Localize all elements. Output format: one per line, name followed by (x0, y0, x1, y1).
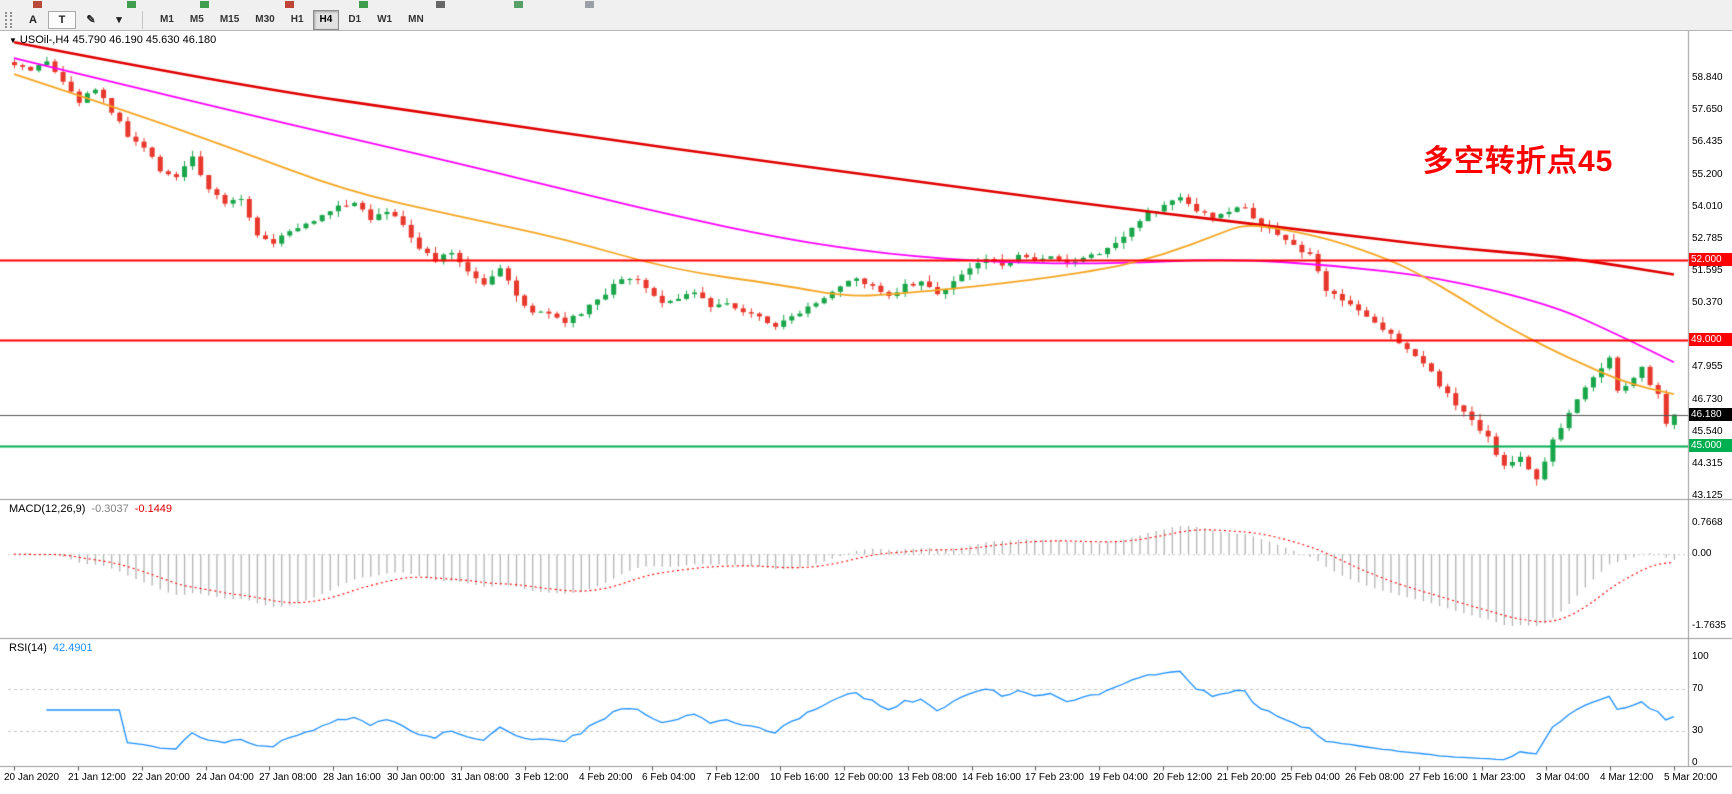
toolbar-icon-fragment (514, 1, 523, 8)
chart-title-text: USOil-,H4 45.790 46.190 45.630 46.180 (19, 34, 217, 46)
toolbar-icon-fragment (585, 1, 594, 8)
toolbar-icon-fragments (0, 0, 1732, 9)
price-tick: 50.370 (1692, 297, 1723, 308)
time-label: 27 Feb 16:00 (1409, 772, 1468, 783)
time-label: 22 Jan 20:00 (132, 772, 190, 783)
macd-name: MACD(12,26,9) (9, 503, 86, 515)
price-tick: 55.200 (1692, 169, 1723, 180)
time-label: 21 Feb 20:00 (1217, 772, 1276, 783)
timeframe-button-m30[interactable]: M30 (255, 13, 275, 25)
chart-text-annotation[interactable]: 多空转折点45 (1423, 145, 1614, 178)
time-label: 12 Feb 00:00 (834, 772, 893, 783)
time-label: 26 Feb 08:00 (1345, 772, 1404, 783)
price-tick: 47.955 (1692, 361, 1723, 372)
timeframe-button-h4[interactable]: H4 (312, 9, 340, 30)
timeframe-button-d1[interactable]: D1 (348, 13, 362, 25)
toolbar: A T ✎ ▾ M1 M5 M15 M30 H1 H4 D1 W1 MN (0, 0, 1732, 31)
toolbar-drag-handle-icon[interactable] (5, 11, 12, 28)
rsi-tick: 0 (1692, 757, 1698, 768)
toolbar-row: A T ✎ ▾ M1 M5 M15 M30 H1 H4 D1 W1 MN (0, 9, 432, 30)
time-label: 19 Feb 04:00 (1089, 772, 1148, 783)
time-label: 5 Mar 20:00 (1664, 772, 1718, 783)
toolbar-icon-fragment (285, 1, 294, 8)
time-label: 14 Feb 16:00 (962, 772, 1021, 783)
time-label: 10 Feb 16:00 (770, 772, 829, 783)
rsi-value: 42.4901 (52, 642, 93, 654)
time-label: 25 Feb 04:00 (1281, 772, 1340, 783)
draw-tool-icon[interactable]: ✎ (86, 13, 96, 26)
rsi-panel-label: RSI(14) 42.4901 (9, 642, 99, 654)
price-badge-49.000: 49.000 (1689, 333, 1732, 346)
time-label: 6 Feb 04:00 (642, 772, 696, 783)
price-tick: 44.315 (1692, 458, 1723, 469)
time-label: 17 Feb 23:00 (1025, 772, 1084, 783)
timeframe-button-m15[interactable]: M15 (219, 13, 240, 25)
toolbar-icon-fragment (33, 1, 42, 8)
drawing-tools: A T ✎ ▾ (19, 10, 133, 29)
toolbar-separator (142, 10, 143, 29)
toolbar-icon-fragment (200, 1, 209, 8)
price-tick: 51.595 (1692, 265, 1723, 276)
rsi-tick: 70 (1692, 683, 1704, 694)
time-label: 4 Mar 12:00 (1600, 772, 1654, 783)
time-label: 24 Jan 04:00 (196, 772, 254, 783)
price-badge-46.180: 46.180 (1689, 408, 1732, 421)
time-label: 31 Jan 08:00 (451, 772, 509, 783)
time-label: 20 Jan 2020 (4, 772, 60, 783)
toolbar-icon-fragment (127, 1, 136, 8)
price-tick: 46.730 (1692, 394, 1723, 405)
time-label: 4 Feb 20:00 (579, 772, 633, 783)
time-label: 13 Feb 08:00 (898, 772, 957, 783)
toolbar-icon-fragment (436, 1, 445, 8)
time-label: 21 Jan 12:00 (68, 772, 126, 783)
rsi-tick: 30 (1692, 725, 1704, 736)
price-tick: 56.435 (1692, 136, 1723, 147)
price-tick: 52.785 (1692, 233, 1723, 244)
time-label: 20 Feb 12:00 (1153, 772, 1212, 783)
macd-panel-label: MACD(12,26,9) -0.3037 -0.1449 (9, 503, 178, 515)
time-label: 28 Jan 16:00 (323, 772, 381, 783)
time-label: 1 Mar 23:00 (1472, 772, 1526, 783)
macd-tick: 0.00 (1692, 548, 1712, 559)
price-tick: 45.540 (1692, 426, 1723, 437)
price-tick: 43.125 (1692, 490, 1723, 501)
macd-signal-value: -0.1449 (134, 503, 173, 515)
timeframe-toolbar: M1 M5 M15 M30 H1 H4 D1 W1 MN (152, 9, 432, 30)
text-annotation-tool-icon[interactable]: A (29, 13, 37, 26)
price-badge-52.000: 52.000 (1689, 253, 1732, 266)
price-tick: 58.840 (1692, 72, 1723, 83)
timeframe-button-mn[interactable]: MN (408, 13, 424, 25)
macd-main-value: -0.3037 (91, 503, 129, 515)
time-label: 7 Feb 12:00 (706, 772, 760, 783)
toolbar-icon-fragment (359, 1, 368, 8)
text-label-tool-icon[interactable]: T (48, 10, 76, 29)
timeframe-button-m5[interactable]: M5 (189, 13, 204, 25)
price-badge-45.000: 45.000 (1689, 439, 1732, 452)
timeframe-button-w1[interactable]: W1 (377, 13, 393, 25)
chart-collapse-icon[interactable]: ▼ (9, 36, 17, 45)
time-label: 30 Jan 00:00 (387, 772, 445, 783)
timeframe-button-m1[interactable]: M1 (160, 13, 174, 25)
rsi-tick: 100 (1692, 651, 1709, 662)
draw-tool-dropdown-icon[interactable]: ▾ (116, 13, 122, 26)
price-tick: 57.650 (1692, 104, 1723, 115)
time-label: 3 Feb 12:00 (515, 772, 569, 783)
timeframe-button-h1[interactable]: H1 (290, 13, 304, 25)
rsi-name: RSI(14) (9, 642, 47, 654)
price-tick: 54.010 (1692, 201, 1723, 212)
time-label: 27 Jan 08:00 (259, 772, 317, 783)
macd-tick: -1.7635 (1692, 620, 1726, 631)
time-label: 3 Mar 04:00 (1536, 772, 1590, 783)
chart-title: ▼ USOil-,H4 45.790 46.190 45.630 46.180 (9, 34, 216, 46)
macd-tick: 0.7668 (1692, 517, 1723, 528)
